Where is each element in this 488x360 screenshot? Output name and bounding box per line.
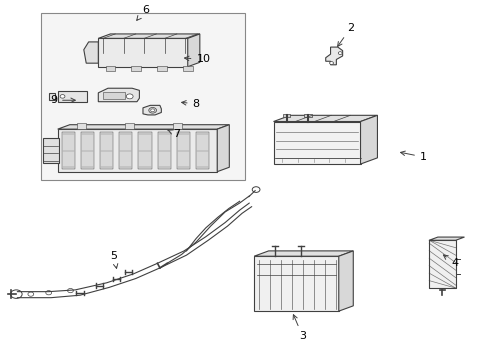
- Text: 10: 10: [184, 54, 210, 64]
- Circle shape: [67, 288, 73, 293]
- Bar: [172, 123, 182, 129]
- Polygon shape: [428, 237, 464, 240]
- Polygon shape: [338, 251, 352, 311]
- Bar: [282, 114, 290, 117]
- Bar: [157, 132, 170, 169]
- Bar: [177, 132, 190, 169]
- Text: 8: 8: [181, 99, 199, 109]
- Circle shape: [126, 94, 133, 99]
- Circle shape: [60, 95, 65, 98]
- Bar: [77, 123, 86, 129]
- Polygon shape: [217, 125, 229, 172]
- Polygon shape: [254, 256, 338, 311]
- Bar: [41, 13, 244, 180]
- Polygon shape: [58, 125, 229, 129]
- Text: 9: 9: [50, 95, 75, 105]
- Polygon shape: [49, 93, 55, 100]
- Bar: [100, 132, 113, 169]
- Polygon shape: [98, 39, 187, 67]
- Polygon shape: [360, 115, 377, 164]
- Polygon shape: [142, 105, 161, 115]
- Circle shape: [46, 291, 52, 295]
- Circle shape: [150, 109, 154, 112]
- Circle shape: [28, 292, 34, 296]
- Circle shape: [338, 52, 342, 54]
- Polygon shape: [187, 34, 200, 67]
- Bar: [157, 66, 166, 71]
- Circle shape: [148, 108, 156, 113]
- Bar: [138, 132, 151, 169]
- Polygon shape: [273, 122, 360, 164]
- Bar: [61, 132, 75, 169]
- Circle shape: [252, 187, 260, 192]
- Text: 6: 6: [137, 5, 148, 21]
- Circle shape: [10, 290, 22, 298]
- Polygon shape: [58, 129, 217, 172]
- Text: 2: 2: [337, 23, 354, 46]
- Text: 5: 5: [110, 251, 118, 268]
- Bar: [58, 91, 86, 102]
- Bar: [183, 66, 192, 71]
- Bar: [119, 132, 132, 169]
- Bar: [103, 92, 124, 99]
- Polygon shape: [254, 251, 352, 256]
- Bar: [81, 132, 94, 169]
- Polygon shape: [325, 47, 342, 65]
- Bar: [304, 114, 311, 117]
- Bar: [124, 123, 134, 129]
- Polygon shape: [273, 115, 377, 122]
- Polygon shape: [98, 34, 200, 39]
- Polygon shape: [98, 88, 139, 102]
- Text: 4: 4: [443, 255, 457, 268]
- Text: 7: 7: [167, 129, 180, 139]
- Text: 1: 1: [400, 151, 426, 162]
- Bar: [196, 132, 209, 169]
- Circle shape: [329, 62, 333, 64]
- Text: 3: 3: [292, 315, 305, 341]
- Bar: [43, 138, 59, 163]
- Bar: [131, 66, 141, 71]
- Polygon shape: [428, 240, 455, 288]
- Bar: [105, 66, 115, 71]
- Polygon shape: [83, 42, 98, 63]
